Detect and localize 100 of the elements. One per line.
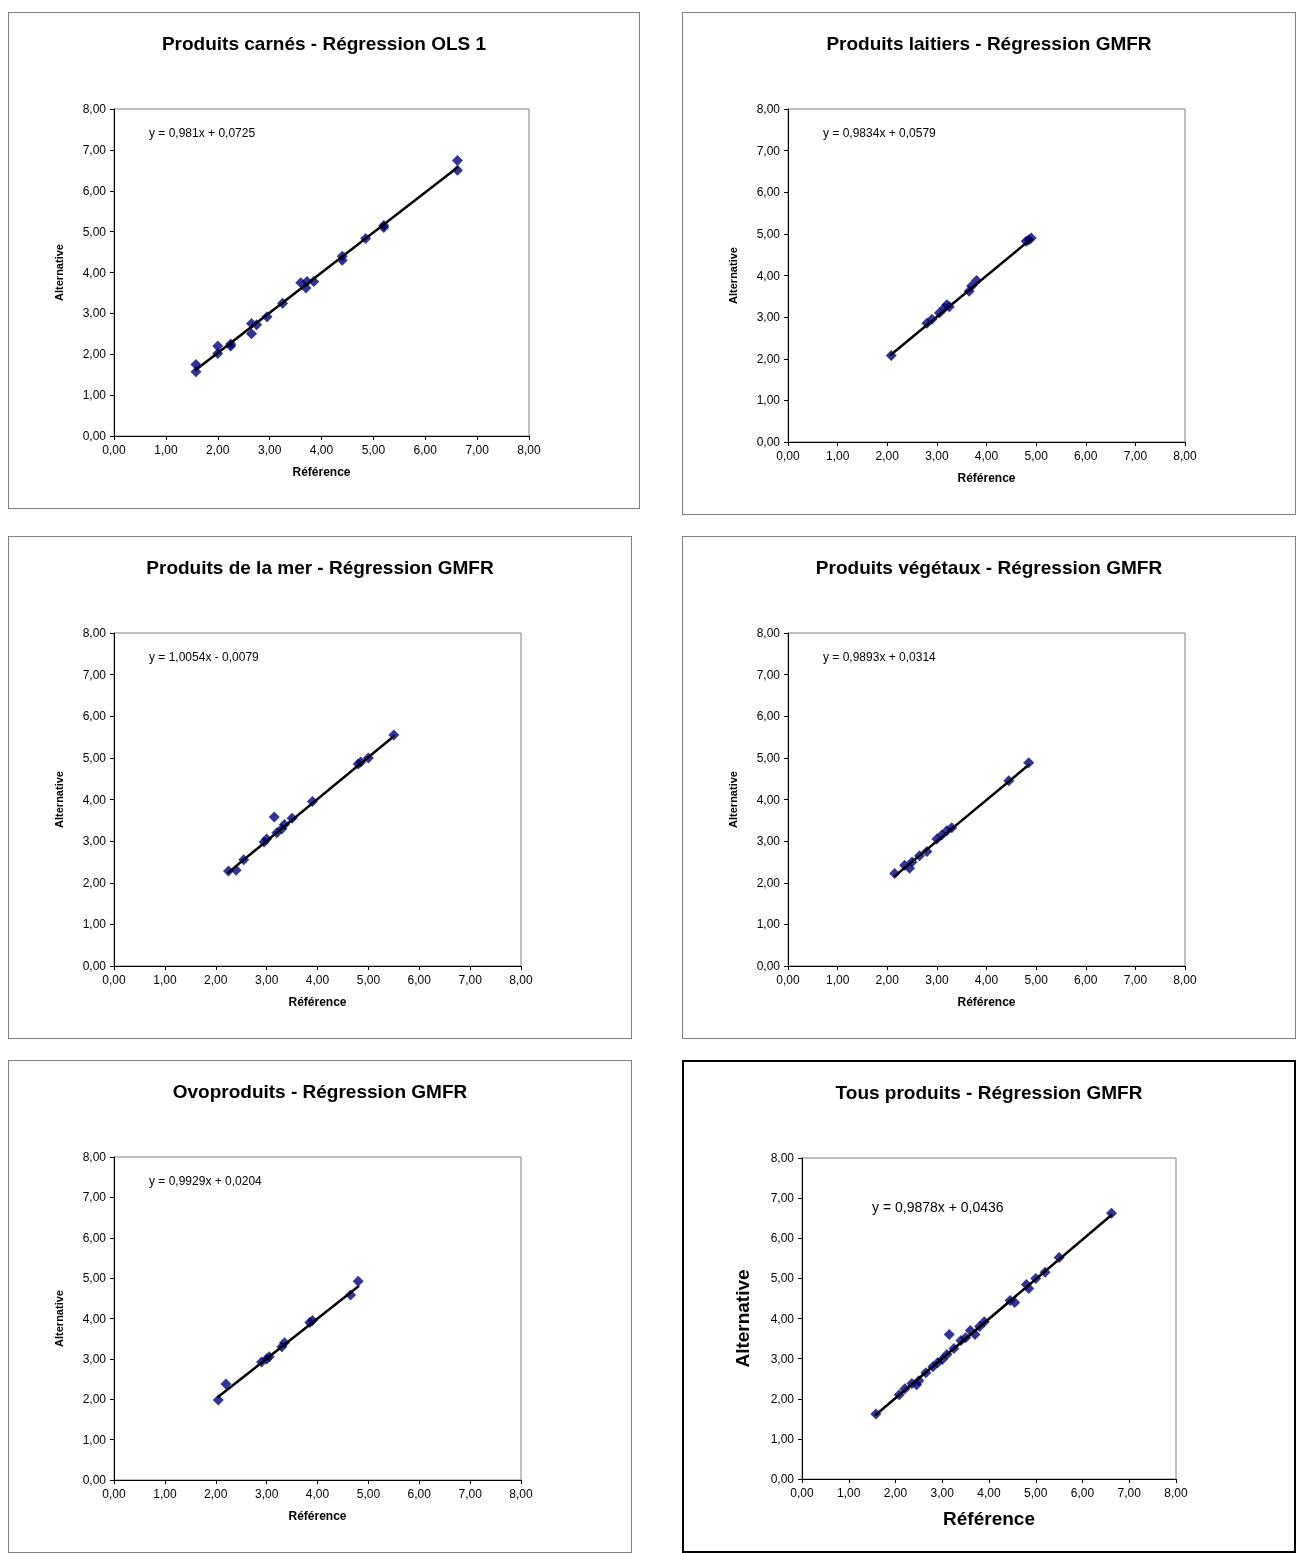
y-tick-label: 0,00 (770, 1472, 795, 1486)
y-tick-label: 6,00 (82, 183, 107, 198)
y-tick-label: 1,00 (82, 917, 107, 932)
x-tick-label: 7,00 (458, 973, 483, 987)
y-tick-label: 5,00 (82, 1271, 107, 1286)
y-tick-label: 6,00 (82, 1230, 107, 1245)
y-tick-label: 6,00 (756, 709, 781, 724)
y-tick-label: 7,00 (82, 667, 107, 682)
x-tick-label: 6,00 (1074, 449, 1098, 463)
x-tick-label: 8,00 (1173, 973, 1197, 987)
x-tick-label: 3,00 (925, 449, 949, 463)
x-tick-label: 4,00 (977, 1486, 1001, 1500)
chart-title: Produits de la mer - Régression GMFR (146, 557, 494, 578)
x-tick-label: 5,00 (1024, 973, 1049, 987)
y-tick-label: 3,00 (756, 834, 781, 849)
y-tick-label: 4,00 (82, 1311, 107, 1326)
x-axis-title: Référence (288, 1509, 347, 1523)
x-tick-label: 6,00 (407, 973, 432, 987)
chart-title: Tous produits - Régression GMFR (835, 1082, 1143, 1103)
x-tick-label: 6,00 (1074, 973, 1098, 987)
y-tick-label: 7,00 (756, 143, 781, 158)
annotation: y = 0,9929x + 0,0204 (149, 1174, 263, 1188)
y-tick-label: 2,00 (770, 1391, 795, 1406)
y-tick-label: 5,00 (770, 1271, 795, 1286)
y-tick-label: 0,00 (82, 429, 107, 443)
x-tick-label: 0,00 (102, 973, 126, 987)
x-tick-label: 3,00 (925, 973, 949, 987)
x-tick-label: 2,00 (875, 449, 900, 463)
x-tick-label: 2,00 (883, 1486, 908, 1500)
x-tick-label: 4,00 (974, 973, 999, 987)
x-tick-label: 8,00 (1164, 1486, 1188, 1500)
y-axis-title: Alternative (726, 247, 739, 304)
annotation: y = 1,0054x - 0,0079 (149, 650, 260, 664)
y-axis-title: Alternative (726, 771, 739, 828)
annotation: y = 0,9878x + 0,0436 (872, 1199, 1004, 1215)
y-tick-label: 5,00 (756, 750, 781, 765)
y-tick-label: 7,00 (82, 142, 107, 157)
y-axis-title: Alternative (52, 771, 65, 828)
x-axis-title: Référence (288, 995, 347, 1009)
x-tick-label: 0,00 (102, 1487, 126, 1501)
y-tick-label: 5,00 (756, 226, 781, 241)
x-tick-label: 8,00 (509, 1487, 533, 1501)
y-tick-label: 7,00 (756, 667, 781, 682)
y-tick-label: 3,00 (82, 1351, 107, 1366)
y-tick-label: 3,00 (756, 310, 781, 325)
y-tick-label: 2,00 (756, 875, 781, 890)
x-tick-label: 7,00 (1123, 449, 1148, 463)
x-tick-label: 2,00 (204, 973, 228, 987)
x-tick-label: 1,00 (153, 973, 177, 987)
y-tick-label: 4,00 (756, 268, 781, 283)
y-tick-label: 2,00 (756, 351, 781, 366)
x-tick-label: 4,00 (305, 973, 330, 987)
y-tick-label: 3,00 (82, 306, 107, 321)
annotation: y = 0,981x + 0,0725 (149, 126, 256, 140)
y-tick-label: 0,00 (756, 959, 781, 973)
x-tick-label: 1,00 (154, 443, 178, 457)
x-tick-label: 7,00 (1117, 1486, 1142, 1500)
y-tick-label: 3,00 (770, 1351, 795, 1366)
y-tick-label: 1,00 (756, 393, 781, 408)
y-tick-label: 8,00 (82, 626, 107, 640)
x-tick-label: 5,00 (361, 443, 386, 457)
x-tick-label: 1,00 (837, 1486, 861, 1500)
y-tick-label: 3,00 (82, 834, 107, 849)
y-tick-label: 8,00 (756, 102, 781, 116)
x-tick-label: 6,00 (407, 1487, 432, 1501)
y-tick-label: 5,00 (82, 224, 107, 239)
x-tick-label: 2,00 (206, 443, 230, 457)
x-axis-title: Référence (943, 1508, 1035, 1529)
y-tick-label: 4,00 (756, 792, 781, 807)
x-axis-title: Référence (957, 471, 1016, 485)
y-tick-label: 0,00 (82, 1473, 107, 1487)
x-tick-label: 1,00 (153, 1487, 177, 1501)
chart-title: Produits végétaux - Régression GMFR (815, 557, 1163, 578)
y-axis-title: Alternative (52, 244, 65, 301)
y-axis-title: Alternative (732, 1269, 753, 1368)
x-tick-label: 8,00 (1173, 449, 1197, 463)
y-tick-label: 4,00 (82, 792, 107, 807)
x-tick-label: 1,00 (825, 449, 850, 463)
y-tick-label: 5,00 (82, 750, 107, 765)
x-tick-label: 2,00 (875, 973, 900, 987)
y-tick-label: 8,00 (756, 626, 781, 640)
annotation: y = 0,9834x + 0,0579 (823, 126, 937, 140)
x-axis-title: Référence (957, 995, 1016, 1009)
y-tick-label: 8,00 (82, 102, 107, 116)
y-tick-label: 6,00 (756, 185, 781, 200)
y-tick-label: 0,00 (82, 959, 107, 973)
x-tick-label: 2,00 (204, 1487, 228, 1501)
x-tick-label: 7,00 (1123, 973, 1148, 987)
x-tick-label: 8,00 (509, 973, 533, 987)
y-tick-label: 8,00 (770, 1151, 795, 1165)
chart-title: Produits laitiers - Régression GMFR (826, 33, 1152, 54)
x-tick-label: 0,00 (790, 1486, 814, 1500)
x-tick-label: 6,00 (413, 443, 438, 457)
y-tick-label: 2,00 (82, 875, 107, 890)
x-tick-label: 1,00 (825, 973, 850, 987)
y-tick-label: 2,00 (82, 1392, 107, 1407)
x-tick-label: 5,00 (356, 973, 381, 987)
y-tick-label: 2,00 (82, 347, 107, 362)
x-tick-label: 5,00 (356, 1487, 381, 1501)
y-tick-label: 4,00 (82, 265, 107, 280)
